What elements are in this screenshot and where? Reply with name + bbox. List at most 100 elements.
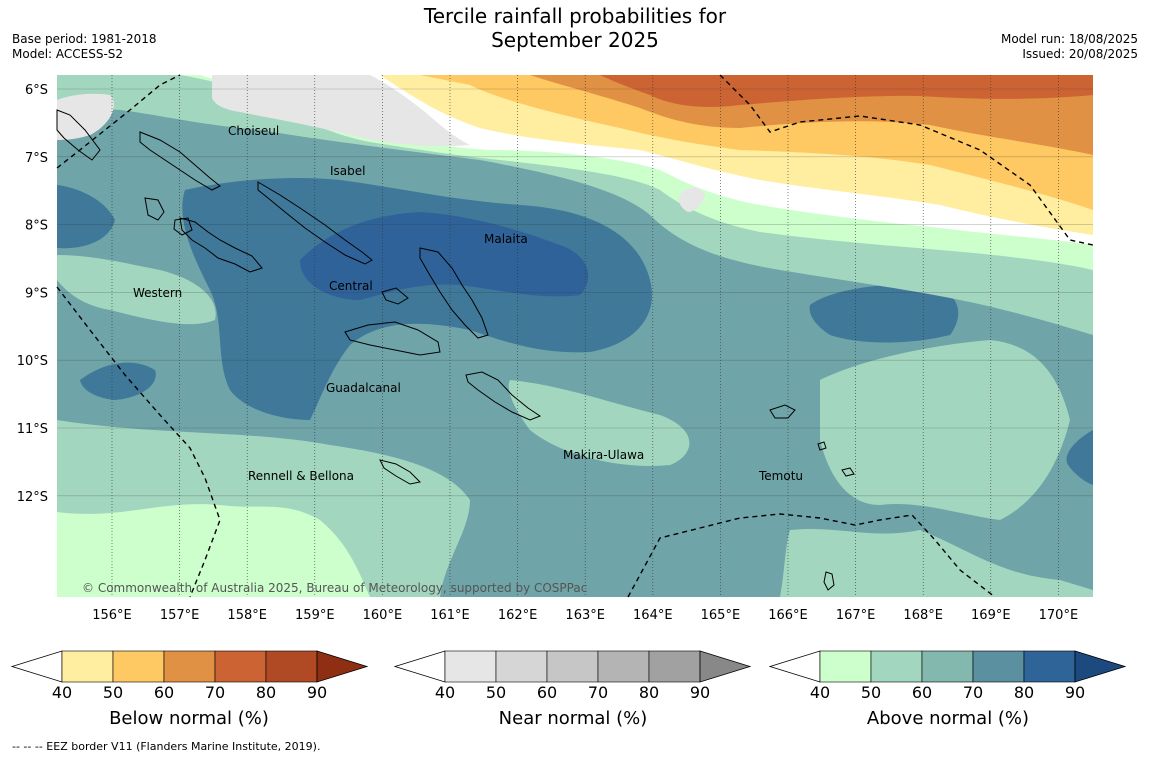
model-name: Model: ACCESS-S2 — [12, 47, 124, 61]
colorbar-segment — [597, 650, 650, 683]
colorbar-lower-extend — [768, 650, 821, 683]
near-normal-patch-east — [678, 187, 705, 212]
south-west-green — [57, 504, 370, 597]
colorbar-upper-extend — [699, 650, 752, 683]
colorbar-tick-label: 90 — [1065, 683, 1085, 702]
temotu-islet-2 — [817, 441, 827, 451]
east-blue-patch — [809, 284, 959, 343]
new-georgia-island — [179, 217, 263, 273]
eez-footnote: -- -- -- EEZ border V11 (Flanders Marine… — [12, 740, 321, 753]
model-run-date: Model run: 18/08/2025 — [1000, 32, 1138, 46]
region-label-choiseul: Choiseul — [228, 124, 279, 138]
latitude-axis: 6°S 7°S 8°S 9°S 10°S 11°S 12°S — [17, 83, 48, 505]
longitude-label: 157°E — [160, 608, 200, 623]
latitude-label: 8°S — [25, 219, 48, 234]
colorbar-tick-label: 60 — [912, 683, 932, 702]
longitude-label: 158°E — [227, 608, 267, 623]
colorbar-tick-label: 40 — [435, 683, 455, 702]
bougainville-coast — [56, 109, 101, 161]
colorbar-tick-label: 70 — [588, 683, 608, 702]
longitude-label: 166°E — [768, 608, 808, 623]
colorbar-segment — [61, 650, 114, 683]
colorbar-tick-label: 80 — [256, 683, 276, 702]
region-label-western: Western — [133, 286, 182, 300]
colorbar-segment — [163, 650, 216, 683]
copyright-notice: © Commonwealth of Australia 2025, Bureau… — [82, 581, 587, 595]
near-normal-patch-north — [212, 75, 470, 147]
colorbar-near-normal: 40 50 60 70 80 90 — [393, 650, 752, 702]
vella-lavella-island — [144, 197, 165, 221]
colorbar-lower-extend — [10, 650, 63, 683]
colorbar-segment — [546, 650, 599, 683]
region-label-temotu: Temotu — [758, 469, 803, 483]
latitude-label: 6°S — [25, 83, 48, 98]
below-70-band — [600, 75, 1093, 107]
colorbar-segment — [648, 650, 701, 683]
colorbar-upper-extend — [316, 650, 369, 683]
longitude-label: 163°E — [565, 608, 605, 623]
temotu-islet-3 — [823, 571, 835, 591]
eez-border-west — [56, 286, 221, 598]
colorbar-tick-label: 40 — [52, 683, 72, 702]
region-label-isabel: Isabel — [330, 164, 365, 178]
colorbar-tick-label: 80 — [1014, 683, 1034, 702]
kolombangara-island — [173, 217, 193, 236]
colorbar-segment — [112, 650, 165, 683]
colorbar-tick-label: 80 — [639, 683, 659, 702]
longitude-label: 160°E — [363, 608, 403, 623]
longitude-label: 169°E — [971, 608, 1011, 623]
colorbar-tick-label: 90 — [690, 683, 710, 702]
florida-islands — [381, 287, 409, 305]
temotu-islet-1 — [841, 467, 855, 477]
colorbar-above-normal: 40 50 60 70 80 90 — [768, 650, 1127, 702]
latitude-label: 12°S — [17, 490, 48, 505]
issued-date: Issued: 20/08/2025 — [1022, 47, 1138, 61]
guadalcanal-island — [344, 321, 441, 356]
latitude-label: 7°S — [25, 151, 48, 166]
region-label-makira-ulawa: Makira-Ulawa — [563, 448, 644, 462]
colorbar-tick-label: 40 — [810, 683, 830, 702]
longitude-label: 167°E — [836, 608, 876, 623]
east-light — [820, 340, 1070, 520]
colorbar-tick-label: 60 — [154, 683, 174, 702]
makira-island — [465, 371, 542, 421]
colorbar-segment — [921, 650, 974, 683]
longitude-label: 161°E — [430, 608, 470, 623]
latitude-label: 11°S — [17, 422, 48, 437]
run-info: Model run: 18/08/2025 Issued: 20/08/2025 — [1001, 32, 1138, 62]
eez-border-northeast — [719, 74, 1094, 246]
colorbar-segment — [214, 650, 267, 683]
base-period: Base period: 1981-2018 — [12, 32, 157, 46]
latitude-label: 9°S — [25, 286, 48, 301]
colorbar-group: 40 50 60 70 80 90 40 50 60 70 80 90 40 50 60 70 80 90 — [10, 650, 1127, 702]
colorbar-title-below-normal: Below normal (%) — [109, 708, 269, 729]
longitude-label: 164°E — [633, 608, 673, 623]
colorbar-lower-extend — [393, 650, 446, 683]
colorbar-tick-label: 50 — [486, 683, 506, 702]
central-dark-blue — [300, 212, 589, 300]
colorbar-segment — [495, 650, 548, 683]
makira-light — [508, 380, 690, 466]
eez-border-northwest — [56, 74, 181, 169]
malaita-island — [419, 247, 489, 339]
colorbar-segment — [972, 650, 1025, 683]
colorbar-tick-label: 90 — [307, 683, 327, 702]
longitude-label: 159°E — [295, 608, 335, 623]
model-info: Base period: 1981-2018 Model: ACCESS-S2 — [12, 32, 157, 62]
colorbar-segment — [444, 650, 497, 683]
map-title-line2: September 2025 — [491, 28, 659, 52]
sw-blue-patch — [80, 362, 156, 400]
choiseul-island — [139, 131, 221, 191]
island-outlines — [56, 109, 855, 591]
region-label-guadalcanal: Guadalcanal — [326, 381, 401, 395]
region-label-central: Central — [329, 279, 373, 293]
region-label-malaita: Malaita — [484, 232, 528, 246]
isabel-island — [257, 181, 373, 265]
colorbar-tick-label: 70 — [205, 683, 225, 702]
longitude-label: 170°E — [1039, 608, 1079, 623]
longitude-axis: 156°E 157°E 158°E 159°E 160°E 161°E 162°E 163°E… — [92, 608, 1078, 623]
longitude-label: 168°E — [903, 608, 943, 623]
western-light — [57, 255, 216, 325]
west-blue-patch — [57, 185, 115, 249]
